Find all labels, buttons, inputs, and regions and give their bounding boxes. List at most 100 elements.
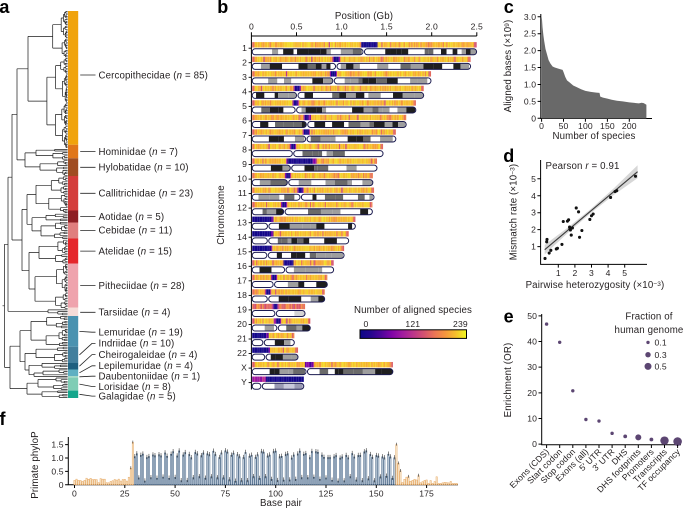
svg-text:e: e bbox=[504, 307, 514, 327]
svg-text:Daubentoniidae (n = 1): Daubentoniidae (n = 1) bbox=[99, 372, 201, 383]
svg-text:40: 40 bbox=[527, 337, 537, 347]
svg-text:18: 18 bbox=[237, 290, 247, 300]
svg-text:0: 0 bbox=[539, 121, 544, 131]
svg-text:2.5: 2.5 bbox=[524, 29, 536, 39]
svg-text:5: 5 bbox=[242, 101, 247, 111]
svg-text:Hominidae (n = 7): Hominidae (n = 7) bbox=[99, 147, 179, 158]
svg-text:0: 0 bbox=[249, 22, 254, 32]
svg-text:Enrichment (OR): Enrichment (OR) bbox=[503, 343, 514, 418]
svg-text:0: 0 bbox=[364, 319, 369, 329]
svg-text:17: 17 bbox=[237, 275, 247, 285]
svg-text:Indriidae (n = 10): Indriidae (n = 10) bbox=[99, 339, 175, 350]
svg-text:50: 50 bbox=[170, 488, 180, 498]
svg-text:175: 175 bbox=[419, 488, 434, 498]
svg-text:Position (Gb): Position (Gb) bbox=[335, 11, 393, 22]
svg-text:0: 0 bbox=[72, 488, 77, 498]
svg-text:20: 20 bbox=[527, 388, 537, 398]
svg-text:2: 2 bbox=[572, 268, 577, 278]
svg-text:13: 13 bbox=[237, 217, 247, 227]
svg-text:Base pair: Base pair bbox=[260, 498, 303, 509]
svg-text:3.0: 3.0 bbox=[524, 12, 536, 22]
svg-text:5: 5 bbox=[531, 174, 536, 184]
svg-text:1.5: 1.5 bbox=[524, 63, 536, 73]
svg-text:Atelidae (n = 15): Atelidae (n = 15) bbox=[99, 246, 173, 257]
svg-text:1: 1 bbox=[531, 242, 536, 252]
svg-text:Lemuridae (n = 19): Lemuridae (n = 19) bbox=[99, 328, 183, 339]
svg-text:30: 30 bbox=[527, 362, 537, 372]
svg-text:0: 0 bbox=[59, 480, 64, 490]
svg-text:Number of aligned species: Number of aligned species bbox=[354, 305, 472, 316]
svg-text:Lepilemuridae (n = 4): Lepilemuridae (n = 4) bbox=[99, 361, 194, 372]
svg-text:Mismatch rate (×10−3): Mismatch rate (×10−3) bbox=[509, 164, 520, 261]
svg-text:Chromosome: Chromosome bbox=[216, 185, 227, 244]
svg-text:X: X bbox=[241, 363, 247, 373]
svg-text:15: 15 bbox=[237, 246, 247, 256]
svg-text:12: 12 bbox=[237, 203, 247, 213]
svg-text:0.5: 0.5 bbox=[51, 466, 63, 476]
svg-text:b: b bbox=[217, 0, 228, 17]
svg-text:0.5: 0.5 bbox=[524, 96, 536, 106]
svg-text:Primate phyloP: Primate phyloP bbox=[30, 431, 41, 499]
svg-text:25: 25 bbox=[120, 488, 130, 498]
svg-text:Hylobatidae (n = 10): Hylobatidae (n = 10) bbox=[99, 163, 189, 174]
svg-text:6: 6 bbox=[242, 116, 247, 126]
svg-text:50: 50 bbox=[527, 311, 537, 321]
svg-text:200: 200 bbox=[622, 121, 637, 131]
svg-text:human genome: human genome bbox=[615, 325, 684, 336]
svg-text:Pearson r = 0.91: Pearson r = 0.91 bbox=[546, 161, 620, 172]
svg-text:3: 3 bbox=[242, 72, 247, 82]
svg-text:10: 10 bbox=[237, 174, 247, 184]
svg-text:1.5: 1.5 bbox=[380, 22, 392, 32]
svg-text:0: 0 bbox=[531, 113, 536, 123]
svg-text:Pitheciidae (n = 28): Pitheciidae (n = 28) bbox=[99, 281, 185, 292]
svg-text:4: 4 bbox=[531, 191, 536, 201]
svg-text:Lorisidae (n = 8): Lorisidae (n = 8) bbox=[99, 382, 172, 393]
svg-text:Cercopithecidae (n = 85): Cercopithecidae (n = 85) bbox=[99, 70, 209, 81]
svg-text:2.0: 2.0 bbox=[426, 22, 438, 32]
svg-text:0: 0 bbox=[532, 439, 537, 449]
svg-text:8: 8 bbox=[242, 145, 247, 155]
svg-text:2: 2 bbox=[242, 57, 247, 67]
svg-text:1.5: 1.5 bbox=[51, 440, 63, 450]
svg-text:22: 22 bbox=[237, 348, 247, 358]
svg-text:Number of species: Number of species bbox=[553, 131, 636, 142]
svg-text:Fraction of: Fraction of bbox=[625, 312, 672, 323]
svg-text:0.5: 0.5 bbox=[655, 362, 667, 372]
svg-text:100: 100 bbox=[578, 121, 593, 131]
svg-text:d: d bbox=[503, 146, 514, 166]
svg-text:21: 21 bbox=[237, 334, 247, 344]
svg-text:1: 1 bbox=[556, 268, 561, 278]
svg-text:Y: Y bbox=[241, 377, 247, 387]
svg-text:1: 1 bbox=[242, 43, 247, 53]
svg-text:3: 3 bbox=[589, 268, 594, 278]
svg-text:1.0: 1.0 bbox=[524, 79, 536, 89]
svg-text:1.0: 1.0 bbox=[51, 453, 63, 463]
svg-text:16: 16 bbox=[237, 261, 247, 271]
svg-text:125: 125 bbox=[319, 488, 334, 498]
svg-text:0.5: 0.5 bbox=[290, 22, 302, 32]
svg-text:14: 14 bbox=[237, 232, 247, 242]
svg-text:2: 2 bbox=[531, 225, 536, 235]
svg-text:11: 11 bbox=[238, 188, 247, 198]
svg-text:Galagidae (n = 5): Galagidae (n = 5) bbox=[99, 391, 176, 402]
svg-text:150: 150 bbox=[369, 488, 384, 498]
svg-text:239: 239 bbox=[453, 319, 468, 329]
svg-text:121: 121 bbox=[405, 319, 420, 329]
svg-text:Callitrichidae (n = 23): Callitrichidae (n = 23) bbox=[99, 189, 194, 200]
svg-text:19: 19 bbox=[237, 305, 247, 315]
svg-text:c: c bbox=[504, 0, 514, 17]
svg-text:9: 9 bbox=[242, 159, 247, 169]
svg-text:2.0: 2.0 bbox=[524, 46, 536, 56]
svg-text:75: 75 bbox=[220, 488, 230, 498]
svg-text:Aotidae (n = 5): Aotidae (n = 5) bbox=[99, 212, 165, 223]
svg-text:7: 7 bbox=[242, 130, 247, 140]
svg-text:Aligned bases (×109): Aligned bases (×109) bbox=[503, 20, 514, 113]
svg-text:a: a bbox=[0, 0, 10, 17]
svg-text:100: 100 bbox=[268, 488, 283, 498]
svg-text:0.3: 0.3 bbox=[655, 350, 667, 360]
svg-text:1.0: 1.0 bbox=[335, 22, 347, 32]
svg-text:f: f bbox=[0, 409, 7, 429]
svg-text:4: 4 bbox=[242, 86, 247, 96]
svg-text:20: 20 bbox=[237, 319, 247, 329]
svg-text:0.1: 0.1 bbox=[655, 338, 667, 348]
